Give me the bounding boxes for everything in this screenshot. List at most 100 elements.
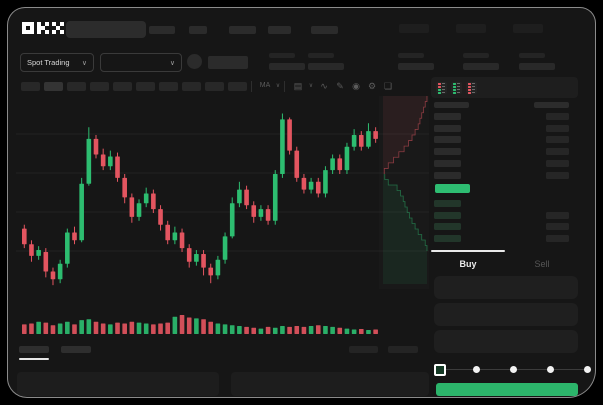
- pair-selector-dropdown[interactable]: ∨: [100, 53, 182, 72]
- fullscreen-icon[interactable]: ❏: [383, 81, 393, 91]
- nav-right-item[interactable]: [399, 24, 429, 33]
- icon-square: [453, 85, 456, 88]
- bid-price-bar[interactable]: [434, 235, 461, 243]
- timeframe-button[interactable]: [182, 82, 201, 91]
- slider-stop[interactable]: [509, 366, 517, 373]
- candle-body: [229, 203, 235, 237]
- tab-sell[interactable]: Sell: [534, 259, 550, 269]
- candle-body: [93, 138, 99, 155]
- ma-indicator-label[interactable]: MA: [259, 82, 271, 89]
- slider-handle[interactable]: [433, 364, 446, 376]
- ask-price-bar[interactable]: [434, 124, 461, 132]
- spot-trading-dropdown[interactable]: Spot Trading ∨: [20, 53, 94, 72]
- volume-bar: [323, 326, 328, 334]
- icon-line: [456, 89, 460, 90]
- wave-line-icon[interactable]: ∿: [320, 81, 328, 91]
- candle-body: [251, 205, 257, 217]
- nav-item[interactable]: [229, 26, 256, 34]
- candle-body: [272, 174, 278, 221]
- timeframe-button[interactable]: [21, 82, 40, 91]
- ticker-stat-label: [269, 53, 295, 58]
- volume-bar: [344, 328, 350, 334]
- nav-item[interactable]: [268, 26, 291, 34]
- bid-price-bar[interactable]: [434, 223, 461, 231]
- candle-body: [258, 209, 264, 217]
- bid-price-bar[interactable]: [434, 200, 461, 207]
- candle-body: [115, 156, 120, 178]
- okx-logo[interactable]: [22, 22, 64, 34]
- bottom-tab[interactable]: [61, 346, 91, 353]
- nav-item[interactable]: [149, 26, 175, 34]
- bottom-meta-bar: [388, 346, 418, 353]
- icon-line: [456, 86, 460, 87]
- ask-amount-bar: [546, 171, 569, 179]
- nav-item[interactable]: [311, 26, 338, 34]
- settings-gear-icon[interactable]: ⚙: [367, 81, 377, 91]
- volume-bar: [108, 324, 113, 334]
- orderbook-view-bids-only-icon[interactable]: [451, 82, 462, 94]
- chart-style-icon[interactable]: ▤: [293, 81, 303, 91]
- nav-right-item[interactable]: [513, 24, 543, 33]
- ticker-stat-label: [398, 53, 424, 58]
- icon-row: [438, 85, 445, 88]
- nav-right-item[interactable]: [456, 24, 486, 33]
- candle-body: [194, 253, 199, 262]
- icon-row: [468, 91, 475, 94]
- buy-button[interactable]: [436, 383, 578, 396]
- icon-square: [438, 85, 441, 88]
- ask-price-bar[interactable]: [434, 148, 461, 156]
- volume-bar: [201, 319, 206, 334]
- search-input[interactable]: [66, 21, 146, 38]
- volume-bar: [258, 328, 264, 334]
- timeframe-button[interactable]: [136, 82, 155, 91]
- candle-body: [222, 236, 228, 260]
- tab-buy[interactable]: Buy: [459, 259, 477, 269]
- icon-line: [471, 83, 475, 84]
- volume-bar: [280, 326, 285, 334]
- timeframe-button[interactable]: [113, 82, 132, 91]
- ticker-stat-label: [519, 53, 545, 58]
- ask-price-bar[interactable]: [434, 136, 461, 144]
- bid-price-bar[interactable]: [434, 211, 461, 219]
- timeframe-button[interactable]: [44, 82, 63, 91]
- chevron-down-icon[interactable]: ∨: [308, 83, 314, 89]
- orderbook-view-combined-icon[interactable]: [436, 82, 447, 94]
- bottom-tab[interactable]: [19, 346, 49, 353]
- candlestick-chart[interactable]: [16, 96, 437, 342]
- order-input-field[interactable]: [434, 303, 578, 326]
- timeframe-button[interactable]: [67, 82, 86, 91]
- camera-icon[interactable]: ◉: [352, 81, 360, 91]
- timeframe-button[interactable]: [159, 82, 178, 91]
- ask-price-bar[interactable]: [434, 159, 461, 167]
- icon-line: [441, 89, 445, 90]
- ask-price-bar[interactable]: [434, 113, 461, 120]
- order-input-field[interactable]: [434, 330, 578, 353]
- candle-body: [65, 232, 70, 264]
- ask-price-bar[interactable]: [434, 171, 461, 179]
- timeframe-button[interactable]: [228, 82, 247, 91]
- candle-body: [43, 252, 49, 272]
- timeframe-button[interactable]: [90, 82, 109, 91]
- icon-line: [441, 86, 445, 87]
- slider-stop[interactable]: [583, 366, 591, 373]
- orderbook-view-asks-only-icon[interactable]: [466, 82, 477, 94]
- slider-stop[interactable]: [546, 366, 554, 373]
- depth-bids-area: [383, 174, 427, 284]
- nav-item[interactable]: [189, 26, 207, 34]
- orderbook-header-price: [434, 102, 469, 108]
- icon-square: [468, 82, 471, 85]
- candle-body: [337, 158, 343, 171]
- logo-glyph-x: [52, 22, 64, 34]
- timeframe-button[interactable]: [205, 82, 224, 91]
- slider-stop[interactable]: [472, 366, 480, 373]
- last-price-bar[interactable]: [435, 184, 470, 193]
- volume-bar: [215, 323, 221, 334]
- candle-body: [151, 193, 156, 210]
- volume-bar: [301, 326, 307, 334]
- bottom-panel-left: [17, 372, 219, 396]
- ask-amount-bar: [546, 124, 569, 132]
- candle-body: [122, 177, 127, 198]
- chevron-down-icon[interactable]: ∨: [275, 83, 281, 89]
- draw-pencil-icon[interactable]: ✎: [336, 81, 344, 91]
- order-input-field[interactable]: [434, 276, 578, 299]
